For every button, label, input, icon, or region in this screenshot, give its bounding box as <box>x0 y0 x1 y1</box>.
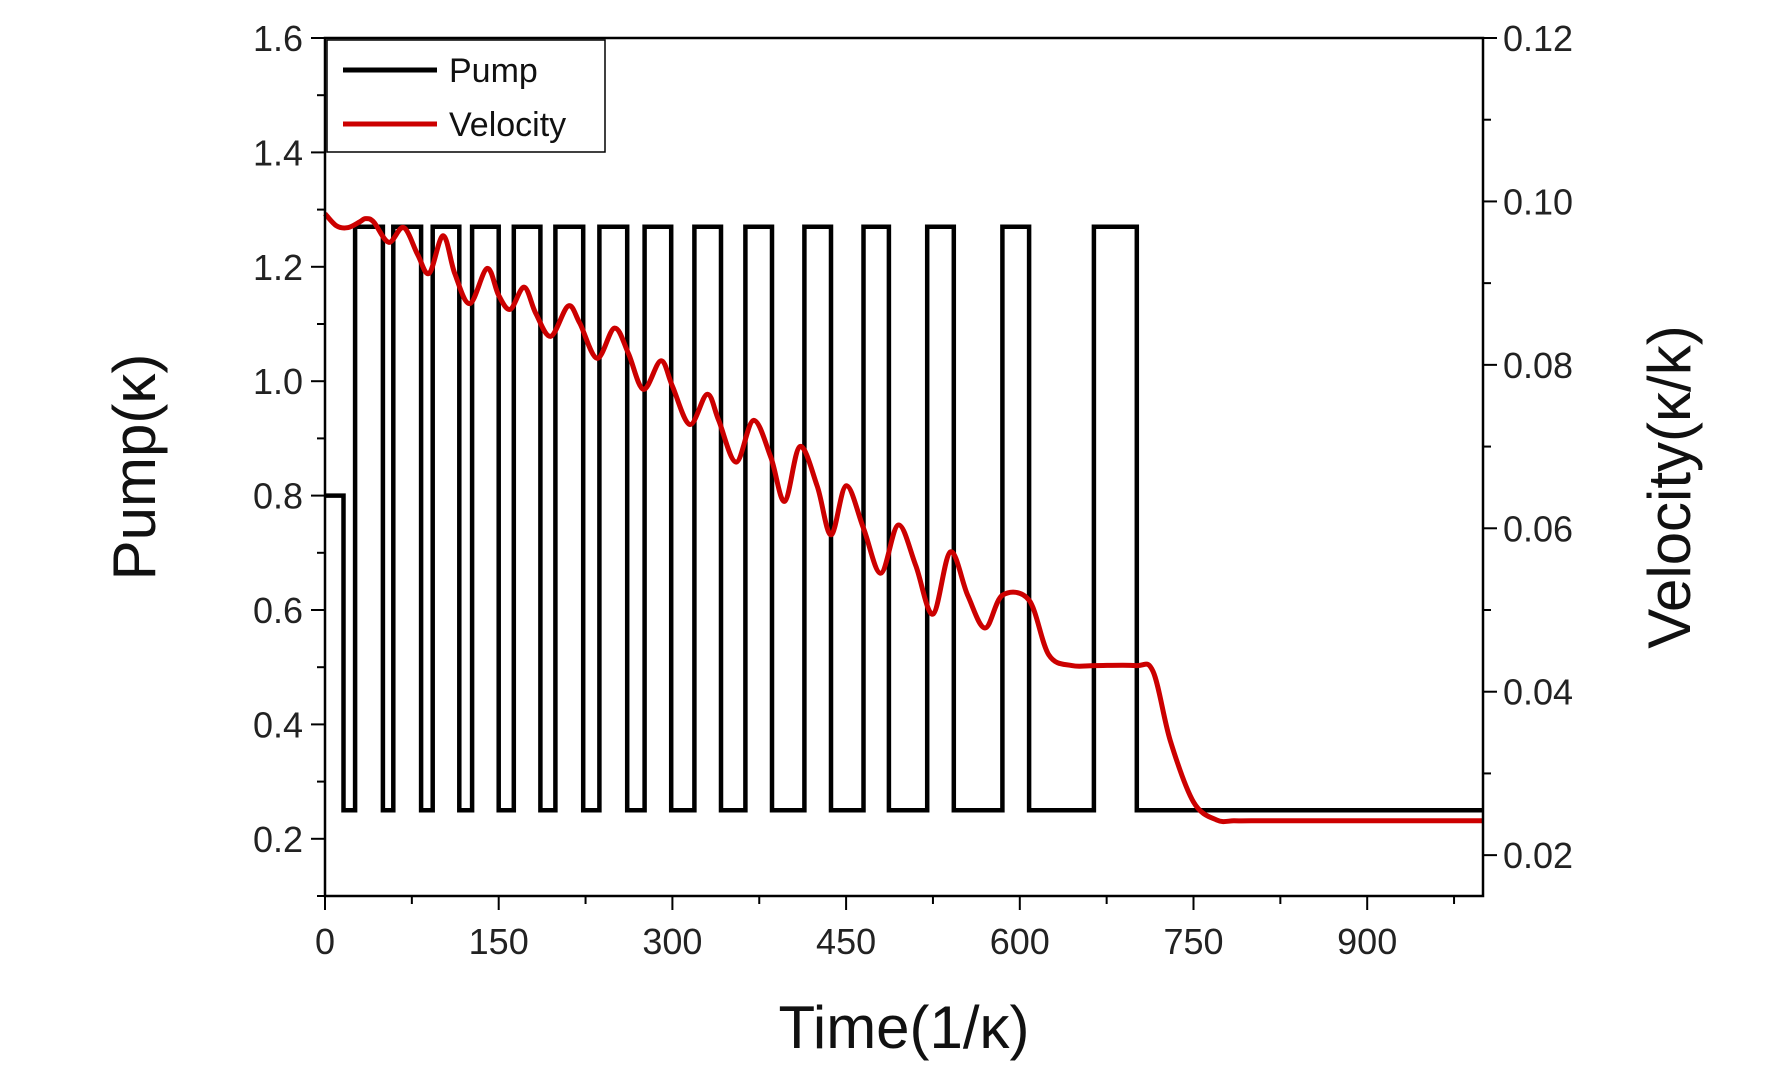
y-right-tick-label: 0.04 <box>1503 672 1573 713</box>
y-right-tick-label: 0.08 <box>1503 345 1573 386</box>
x-tick-label: 0 <box>315 921 335 962</box>
y-left-tick-label: 1.4 <box>253 132 303 173</box>
x-axis-title: Time(1/κ) <box>778 994 1029 1061</box>
y-left-tick-label: 0.2 <box>253 819 303 860</box>
y-left-tick-label: 0.8 <box>253 476 303 517</box>
axes-layer: 0 150 300 450 600 750 900 0.2 0.4 0.6 0.8 1.0 1.2 1.4… <box>253 18 1573 962</box>
y-right-tick-label: 0.10 <box>1503 181 1573 222</box>
x-tick-label: 600 <box>990 921 1050 962</box>
x-tick-label: 300 <box>642 921 702 962</box>
y-left-tick-label: 1.2 <box>253 247 303 288</box>
legend-box <box>326 39 606 153</box>
y-axis-right-title: Velocity(κ/k) <box>1636 325 1703 648</box>
y-left-tick-label: 0.6 <box>253 590 303 631</box>
y-axis-left-title: Pump(κ) <box>101 354 168 581</box>
y-right-tick-label: 0.12 <box>1503 18 1573 59</box>
legend-label-velocity: Velocity <box>449 106 566 144</box>
y-right-tick-label: 0.02 <box>1503 835 1573 876</box>
y-left-tick-label: 1.0 <box>253 361 303 402</box>
y-left-tick-label: 1.6 <box>253 18 303 59</box>
legend-label-pump: Pump <box>449 52 538 90</box>
x-tick-label: 150 <box>469 921 529 962</box>
y-right-tick-label: 0.06 <box>1503 508 1573 549</box>
x-tick-label: 750 <box>1163 921 1223 962</box>
x-tick-label: 900 <box>1337 921 1397 962</box>
x-tick-label: 450 <box>816 921 876 962</box>
legend: Pump Velocity <box>326 39 606 153</box>
series-line-velocity <box>323 211 1483 825</box>
series-layer <box>323 211 1483 825</box>
y-left-tick-label: 0.4 <box>253 704 303 745</box>
plot-frame <box>323 36 1485 898</box>
series-line-pump <box>325 224 1483 813</box>
